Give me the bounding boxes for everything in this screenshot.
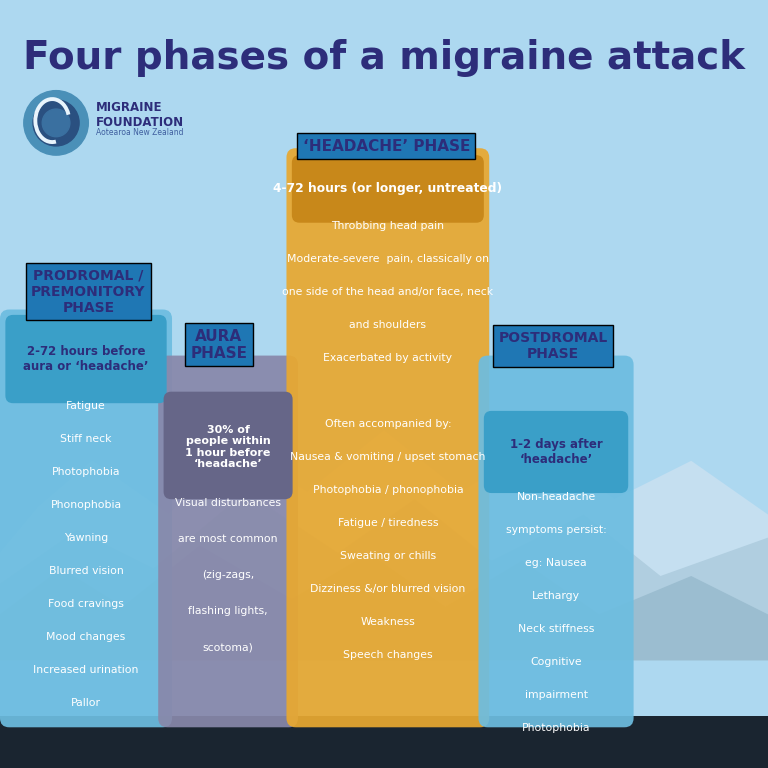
Text: scotoma): scotoma) [203,642,253,652]
Polygon shape [0,545,768,660]
FancyBboxPatch shape [478,356,634,727]
FancyBboxPatch shape [5,315,167,403]
FancyBboxPatch shape [286,148,489,727]
Text: Aotearoa New Zealand: Aotearoa New Zealand [96,127,184,137]
Polygon shape [0,492,768,630]
Circle shape [42,109,70,137]
Polygon shape [0,430,768,599]
Text: ‘HEADACHE’ PHASE: ‘HEADACHE’ PHASE [303,138,470,154]
Text: Visual disturbances: Visual disturbances [175,498,281,508]
Text: Photophobia: Photophobia [521,723,591,733]
Text: one side of the head and/or face, neck: one side of the head and/or face, neck [283,287,493,297]
Text: impairment: impairment [525,690,588,700]
Text: 30% of
people within
1 hour before
‘headache’: 30% of people within 1 hour before ‘head… [185,425,271,469]
Text: Fatigue / tiredness: Fatigue / tiredness [338,518,438,528]
Text: Yawning: Yawning [64,533,108,543]
Text: Dizziness &/or blurred vision: Dizziness &/or blurred vision [310,584,465,594]
FancyBboxPatch shape [164,392,293,499]
Text: symptoms persist:: symptoms persist: [505,525,607,535]
Text: Speech changes: Speech changes [343,650,432,660]
Text: Sweating or chills: Sweating or chills [339,551,436,561]
Text: Neck stiffness: Neck stiffness [518,624,594,634]
Text: Moderate-severe  pain, classically on: Moderate-severe pain, classically on [286,254,489,264]
Text: Non-headache: Non-headache [516,492,596,502]
Text: Exacerbated by activity: Exacerbated by activity [323,353,452,363]
Text: Weakness: Weakness [360,617,415,627]
Text: AURA
PHASE: AURA PHASE [190,329,247,361]
Text: Blurred vision: Blurred vision [48,566,124,576]
Text: MIGRAINE
FOUNDATION: MIGRAINE FOUNDATION [96,101,184,129]
Text: are most common: are most common [178,534,278,544]
Text: Nausea & vomiting / upset stomach: Nausea & vomiting / upset stomach [290,452,485,462]
Text: Photophobia / phonophobia: Photophobia / phonophobia [313,485,463,495]
Text: Pallor: Pallor [71,698,101,708]
Bar [0,716,768,768]
Text: Photophobia: Photophobia [51,467,121,477]
Text: 4-72 hours (or longer, untreated): 4-72 hours (or longer, untreated) [273,183,502,195]
FancyBboxPatch shape [484,411,628,493]
Text: and shoulders: and shoulders [349,320,426,330]
Text: Stiff neck: Stiff neck [60,434,112,444]
Text: Phonophobia: Phonophobia [51,500,121,510]
Text: Often accompanied by:: Often accompanied by: [325,419,451,429]
FancyBboxPatch shape [0,310,172,727]
Text: Increased urination: Increased urination [33,665,139,675]
Circle shape [24,91,88,155]
Text: Cognitive: Cognitive [530,657,582,667]
Text: (zig-zags,: (zig-zags, [202,570,254,580]
Text: 2-72 hours before
aura or ‘headache’: 2-72 hours before aura or ‘headache’ [23,346,149,373]
Text: Throbbing head pain: Throbbing head pain [331,221,445,231]
Text: flashing lights,: flashing lights, [188,606,268,616]
Text: Fatigue: Fatigue [66,401,106,411]
FancyBboxPatch shape [158,356,298,727]
Text: Lethargy: Lethargy [532,591,580,601]
Text: PRODROMAL /
PREMONITORY
PHASE: PRODROMAL / PREMONITORY PHASE [31,269,146,315]
Text: Four phases of a migraine attack: Four phases of a migraine attack [23,38,745,77]
Text: 1-2 days after
‘headache’: 1-2 days after ‘headache’ [510,439,602,466]
Circle shape [33,100,79,146]
FancyBboxPatch shape [292,155,484,223]
Text: Mood changes: Mood changes [46,632,126,642]
Text: eg: Nausea: eg: Nausea [525,558,587,568]
Text: POSTDROMAL
PHASE: POSTDROMAL PHASE [498,331,607,361]
Text: Food cravings: Food cravings [48,599,124,609]
